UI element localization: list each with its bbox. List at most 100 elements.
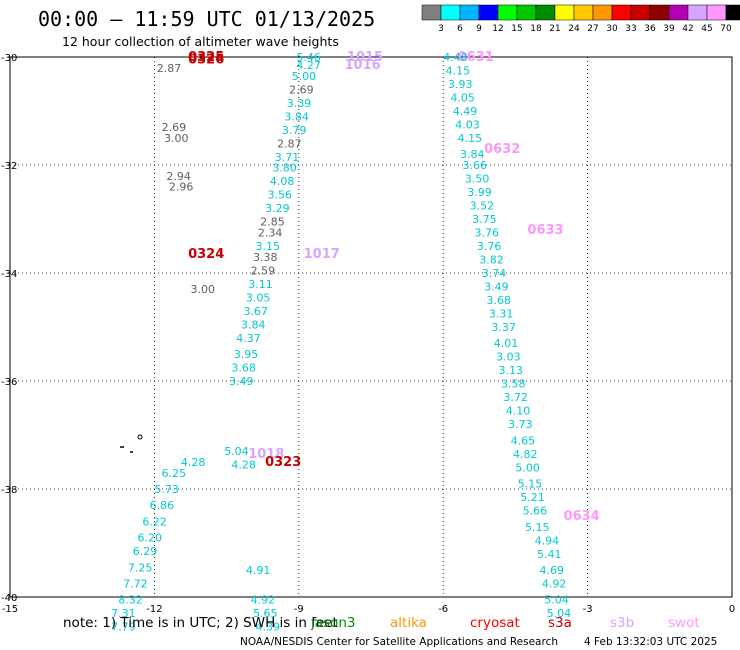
wave-height-label: 5.66 <box>523 505 548 518</box>
wave-height-label: 3.84 <box>241 318 265 331</box>
wave-height-label: 2.59 <box>251 264 276 277</box>
wave-height-label: 7.79 <box>111 621 136 634</box>
scale-swatch <box>497 4 518 21</box>
wave-height-label: 5.73 <box>154 483 179 496</box>
wave-height-label: 3.56 <box>268 189 293 202</box>
y-tick-label: -36 <box>1 377 17 388</box>
wave-height-label: 3.76 <box>474 227 499 240</box>
x-tick-label: -3 <box>583 604 593 615</box>
wave-height-label: 4.27 <box>296 59 321 72</box>
wave-height-label: 5.00 <box>515 461 540 474</box>
chart-subtitle: 12 hour collection of altimeter wave hei… <box>62 34 339 49</box>
pass-label: 0325 <box>188 50 224 65</box>
wave-height-label: 5.65 <box>253 607 278 620</box>
scale-swatch <box>573 4 594 21</box>
wave-height-label: 4.49 <box>453 105 478 118</box>
wave-height-label: 7.31 <box>111 607 136 620</box>
scale-label: 42 <box>682 24 693 34</box>
wave-height-label: 8.32 <box>118 594 143 607</box>
scale-label: 15 <box>511 24 522 34</box>
wave-height-label: 4.08 <box>270 175 295 188</box>
wave-height-label: 4.05 <box>450 92 475 105</box>
wave-height-label: 6.25 <box>162 467 187 480</box>
scale-swatch <box>535 4 556 21</box>
land-marks <box>120 434 143 453</box>
wave-height-label: 3.84 <box>460 148 485 161</box>
legend-item: altika <box>390 615 427 631</box>
wave-height-label: 3.49 <box>484 281 509 294</box>
wave-height-label: 3.58 <box>501 378 525 391</box>
scale-swatch <box>630 4 651 21</box>
scale-label: 12 <box>492 24 503 34</box>
x-tick-label: -9 <box>294 604 304 615</box>
scale-swatch <box>554 4 575 21</box>
scale-swatch <box>668 4 689 21</box>
wave-height-label: 4.37 <box>236 332 261 345</box>
wave-height-label: 3.29 <box>265 202 290 215</box>
wave-height-label: 3.49 <box>229 375 254 388</box>
wave-height-label: 3.75 <box>472 213 497 226</box>
x-tick-label: -6 <box>438 604 448 615</box>
wave-height-label: 3.03 <box>496 351 521 364</box>
wave-height-label: 7.72 <box>123 578 148 591</box>
scale-label: 39 <box>663 24 675 34</box>
pass-label: 0632 <box>484 142 520 157</box>
wave-height-label: 3.80 <box>272 162 297 175</box>
wave-height-label: 3.00 <box>191 283 216 296</box>
scale-label: 9 <box>476 24 482 34</box>
wave-height-label: 3.68 <box>487 294 512 307</box>
wave-height-label: 4.28 <box>231 459 256 472</box>
wave-height-label: 3.84 <box>284 110 309 123</box>
wave-height-label: 3.76 <box>477 240 502 253</box>
scale-swatch <box>421 4 442 21</box>
scale-swatch <box>649 4 670 21</box>
pass-label: 0633 <box>527 223 563 238</box>
legend-item: cryosat <box>470 615 520 631</box>
scale-label: 33 <box>625 24 636 34</box>
wave-height-label: 6.22 <box>142 515 167 528</box>
scale-swatch <box>516 4 537 21</box>
wave-height-label: 2.87 <box>157 62 182 75</box>
wave-height-label: 4.92 <box>251 594 276 607</box>
wave-height-label: 4.65 <box>511 434 536 447</box>
grid-lines <box>10 57 732 597</box>
wave-height-label: 4.92 <box>542 578 567 591</box>
wave-height-label: 4.28 <box>181 456 206 469</box>
wave-height-label: 3.93 <box>448 78 473 91</box>
scale-label: 18 <box>530 24 542 34</box>
wave-height-label: 3.82 <box>479 254 504 267</box>
wave-height-label: 3.72 <box>503 391 528 404</box>
scale-swatch <box>478 4 499 21</box>
y-tick-label: -30 <box>1 53 17 64</box>
wave-height-label: 2.96 <box>169 181 194 194</box>
scale-swatch <box>592 4 613 21</box>
wave-height-label: 5.04 <box>224 445 249 458</box>
wave-height-label: 3.15 <box>255 240 279 253</box>
y-tick-label: -38 <box>1 485 17 496</box>
wave-height-label: 3.95 <box>234 348 259 361</box>
scale-label: 21 <box>549 24 560 34</box>
wave-height-label: 5.00 <box>292 70 317 83</box>
wave-height-label: 4.69 <box>539 564 564 577</box>
wave-height-label: 3.52 <box>470 200 495 213</box>
x-tick-label: -12 <box>146 604 162 615</box>
wave-height-label: 3.00 <box>164 132 189 145</box>
wave-height-label: 5.04 <box>544 594 569 607</box>
wave-height-label: 6.86 <box>150 499 175 512</box>
wave-height-label: 4.10 <box>506 405 530 418</box>
legend-item: swot <box>668 615 700 631</box>
axis-ticks: -15 -12 -9 -6 -3 0-30-32-34-36-38-40 <box>1 53 735 615</box>
wave-height-label: 4.15 <box>446 65 471 78</box>
wave-height-label: 3.38 <box>253 251 278 264</box>
scale-label: 27 <box>587 24 598 34</box>
wave-height-label: 3.37 <box>491 321 516 334</box>
wave-height-label: 3.71 <box>275 151 300 164</box>
scale-label: 36 <box>644 24 656 34</box>
wave-height-label: 3.74 <box>482 267 507 280</box>
wave-height-label: 4.01 <box>494 337 519 350</box>
pass-label: 1017 <box>304 247 340 262</box>
pass-label: 0323 <box>265 455 301 470</box>
pass-label: 1015 <box>347 50 383 65</box>
